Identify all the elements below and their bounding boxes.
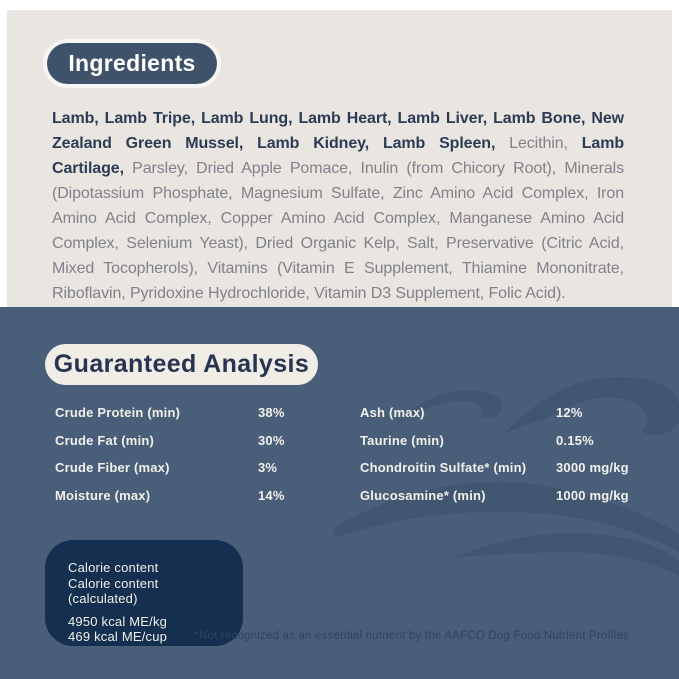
ingredients-segment: Lecithin,: [495, 135, 582, 152]
table-row: Chondroitin Sulfate* (min) 3000 mg/kg: [360, 454, 660, 482]
ingredients-header-pill: Ingredients: [47, 43, 217, 84]
guaranteed-analysis-section: Guaranteed Analysis Crude Protein (min) …: [0, 307, 679, 679]
nutrient-label: Glucosamine* (min): [360, 487, 486, 503]
nutrient-label: Ash (max): [360, 405, 425, 421]
nutrient-value: 14%: [258, 487, 285, 503]
nutrient-label: Taurine (min): [360, 432, 444, 448]
nutrient-value: 38%: [258, 405, 285, 421]
nutrient-label: Chondroitin Sulfate* (min): [360, 460, 527, 476]
table-row: Glucosamine* (min) 1000 mg/kg: [360, 482, 660, 510]
nutrient-label: Moisture (max): [55, 487, 151, 503]
ingredients-list-text: Lamb, Lamb Tripe, Lamb Lung, Lamb Heart,…: [52, 106, 624, 306]
calorie-content-title: Calorie content: [68, 560, 159, 575]
nutrient-label: Crude Fat (min): [55, 432, 155, 448]
table-row: Crude Fat (min) 30%: [55, 427, 345, 455]
table-row: Crude Fiber (max) 3%: [55, 454, 345, 482]
nutrient-value: 0.15%: [556, 432, 594, 448]
ingredients-segment: Parsley, Dried Apple Pomace, Inulin (fro…: [52, 160, 624, 302]
table-row: Taurine (min) 0.15%: [360, 427, 660, 455]
nutrient-value: 3%: [258, 460, 278, 476]
aafco-footnote: *Not recognized as an essential nutrient…: [194, 630, 629, 642]
nutrient-label: Crude Protein (min): [55, 405, 181, 421]
table-row: Crude Protein (min) 38%: [55, 399, 345, 427]
ingredients-segment: Lamb Cartilage,: [52, 135, 624, 177]
analysis-column-right: Ash (max) 12% Taurine (min) 0.15% Chondr…: [360, 399, 660, 509]
calorie-kcal-cup: 469 kcal ME/cup: [68, 629, 168, 644]
calorie-content-subtitle: Calorie content (calculated): [68, 575, 159, 607]
nutrient-label: Crude Fiber (max): [55, 460, 170, 476]
nutrient-value: 12%: [556, 405, 583, 421]
ingredients-section: Ingredients Lamb, Lamb Tripe, Lamb Lung,…: [7, 10, 672, 307]
analysis-column-left: Crude Protein (min) 38% Crude Fat (min) …: [55, 399, 345, 509]
nutrient-value: 1000 mg/kg: [556, 487, 629, 503]
ingredients-header-label: Ingredients: [68, 50, 196, 76]
guaranteed-analysis-header-pill: Guaranteed Analysis: [45, 344, 318, 385]
spacer: [68, 607, 227, 614]
nutrient-value: 30%: [258, 432, 285, 448]
calorie-content-box: Calorie content Calorie content (calcula…: [45, 540, 243, 646]
calorie-kcal-kg: 4950 kcal ME/kg: [68, 613, 168, 629]
table-row: Moisture (max) 14%: [55, 482, 345, 510]
guaranteed-analysis-header-label: Guaranteed Analysis: [53, 350, 310, 378]
ingredients-segment: Lamb, Lamb Tripe, Lamb Lung, Lamb Heart,…: [52, 110, 624, 152]
nutrient-value: 3000 mg/kg: [556, 460, 629, 476]
table-row: Ash (max) 12%: [360, 399, 660, 427]
